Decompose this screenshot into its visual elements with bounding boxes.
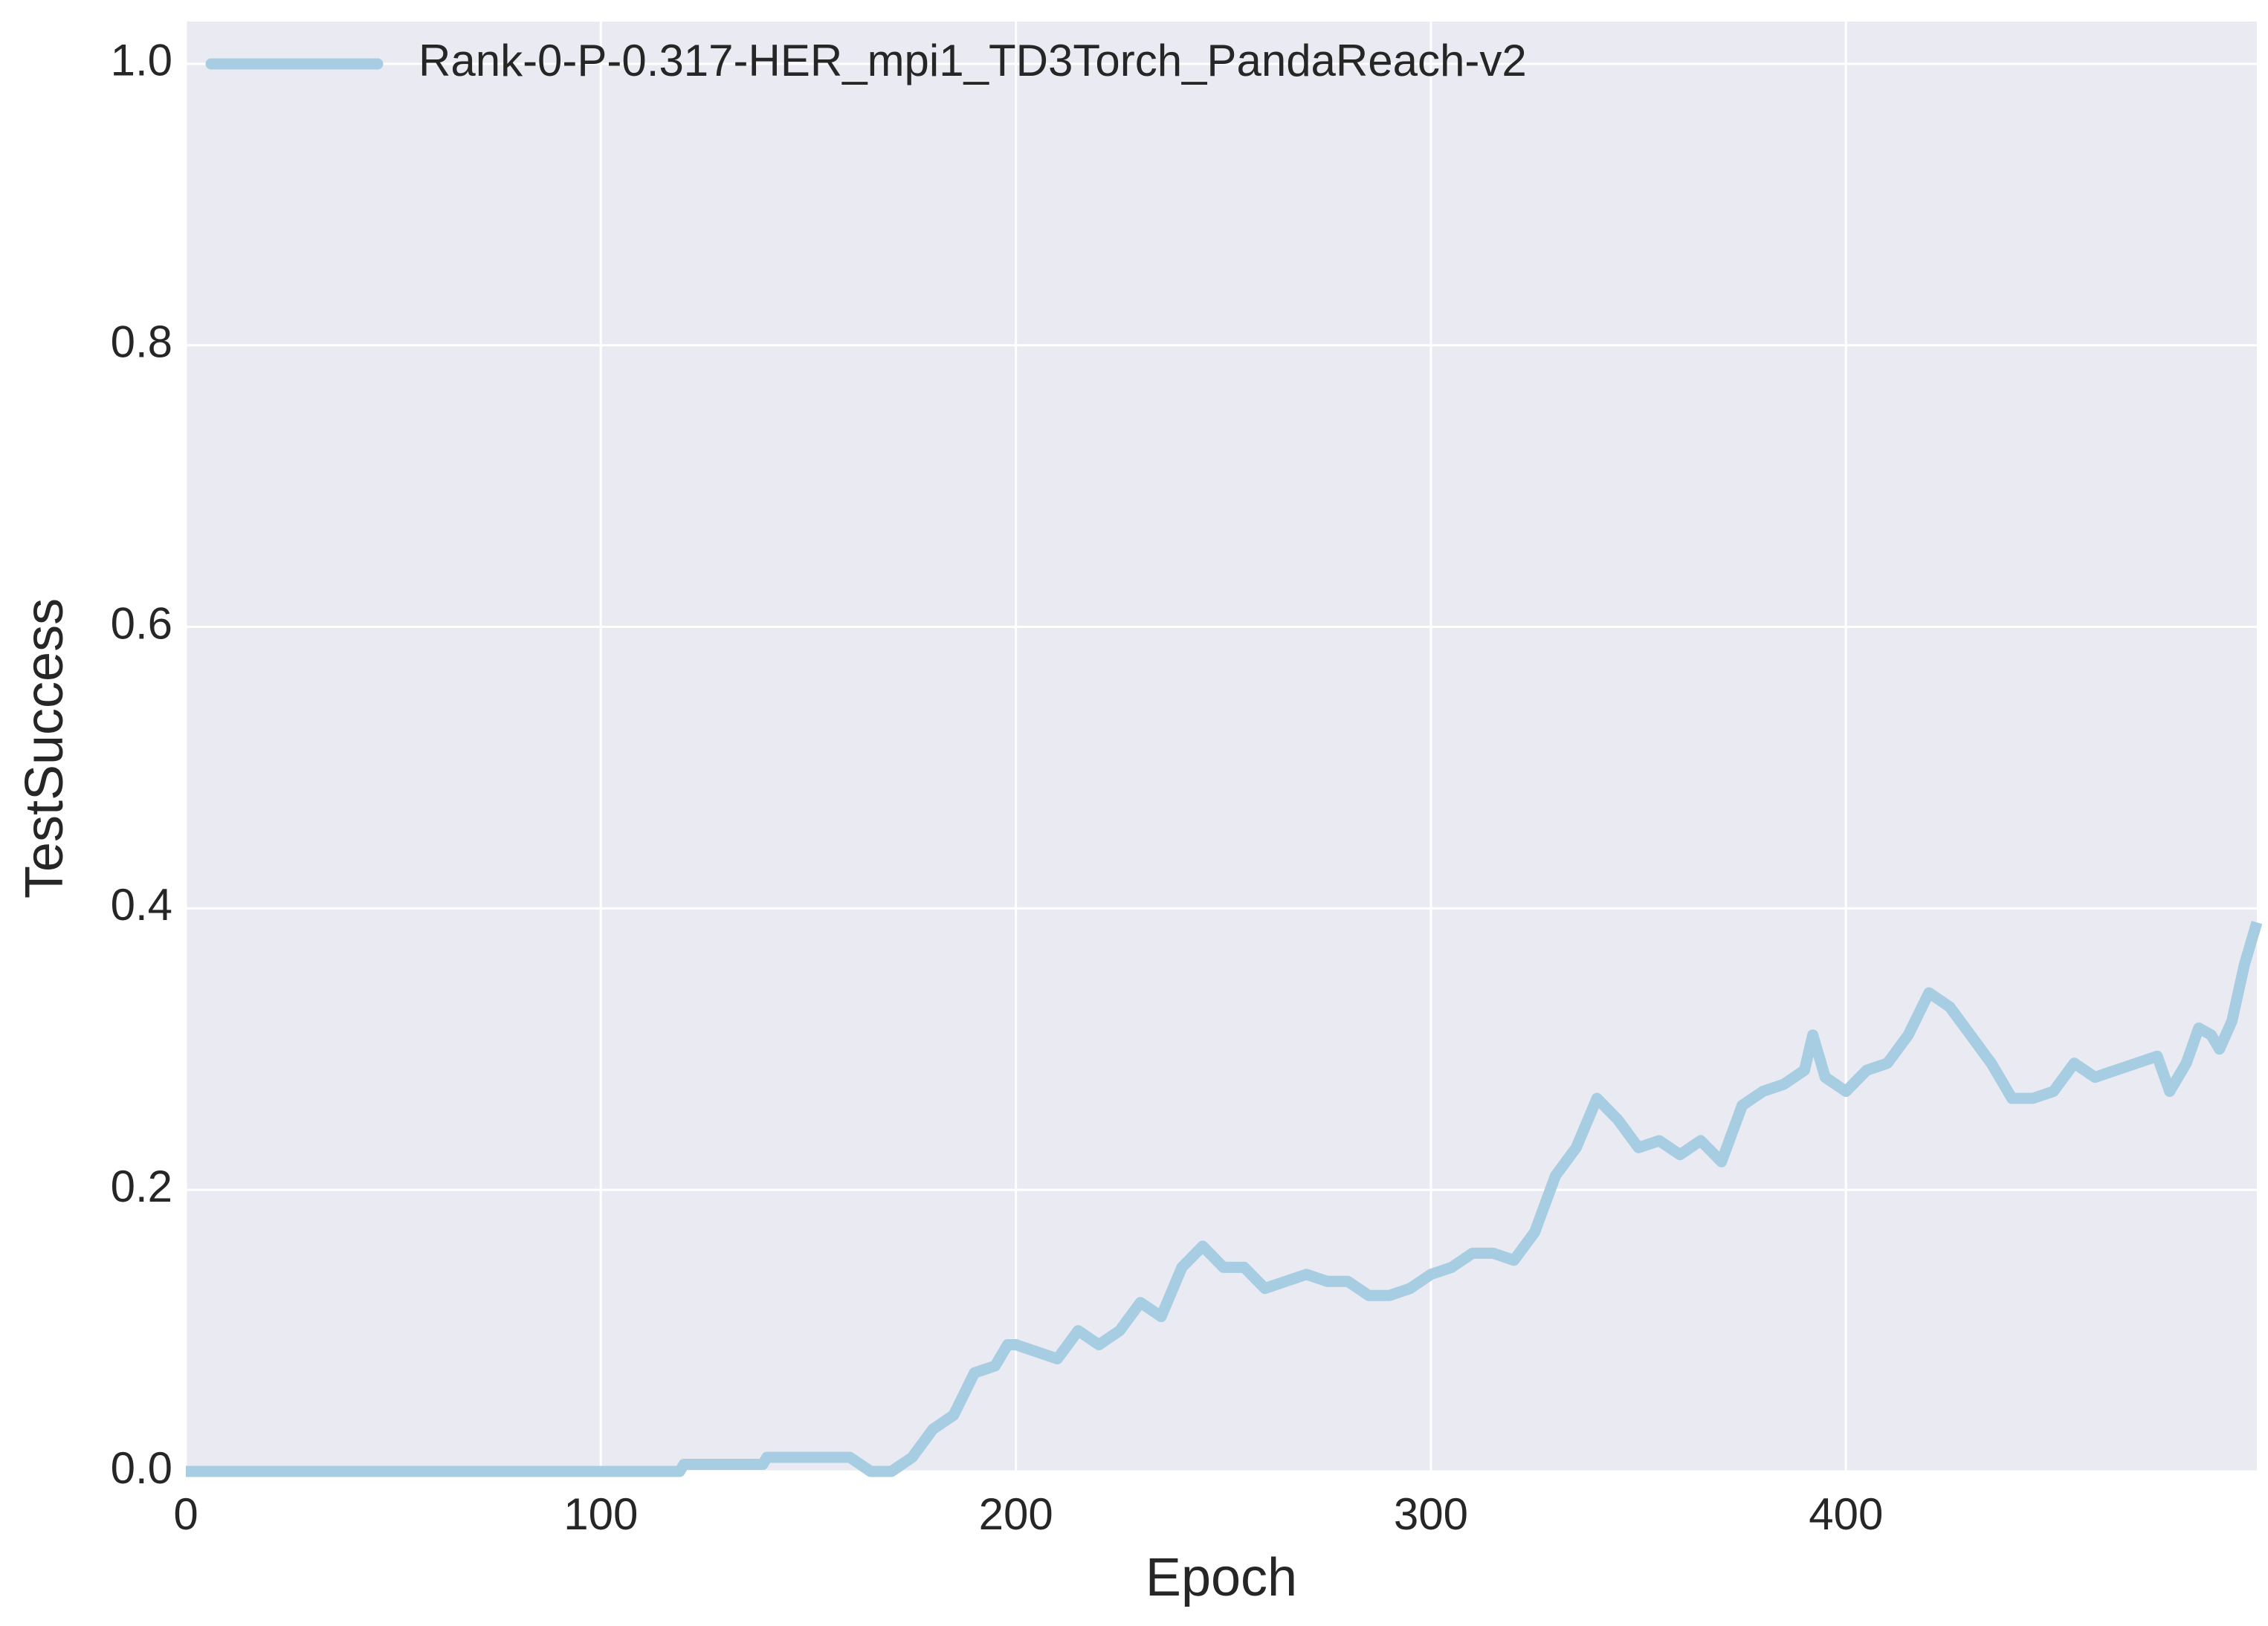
line-series — [186, 921, 2263, 1477]
x-tick-label: 0 — [173, 1489, 198, 1539]
x-tick-label: 300 — [1394, 1489, 1468, 1539]
y-tick-label: 0.4 — [111, 880, 172, 930]
plot-area — [186, 22, 2257, 1471]
y-tick-label: 0.8 — [111, 317, 172, 367]
x-tick-label: 400 — [1809, 1489, 1883, 1539]
x-tick-label: 200 — [979, 1489, 1053, 1539]
y-tick-label: 1.0 — [111, 36, 172, 85]
legend-label: Rank-0-P-0.317-HER_mpi1_TD3Torch_PandaRe… — [419, 36, 1527, 85]
y-tick-label: 0.6 — [111, 598, 172, 648]
y-axis-label: TestSuccess — [15, 598, 74, 898]
x-axis-label: Epoch — [1146, 1548, 1297, 1607]
y-tick-label: 0.0 — [111, 1443, 172, 1493]
x-tick-label: 100 — [563, 1489, 638, 1539]
y-tick-label: 0.2 — [111, 1162, 172, 1211]
